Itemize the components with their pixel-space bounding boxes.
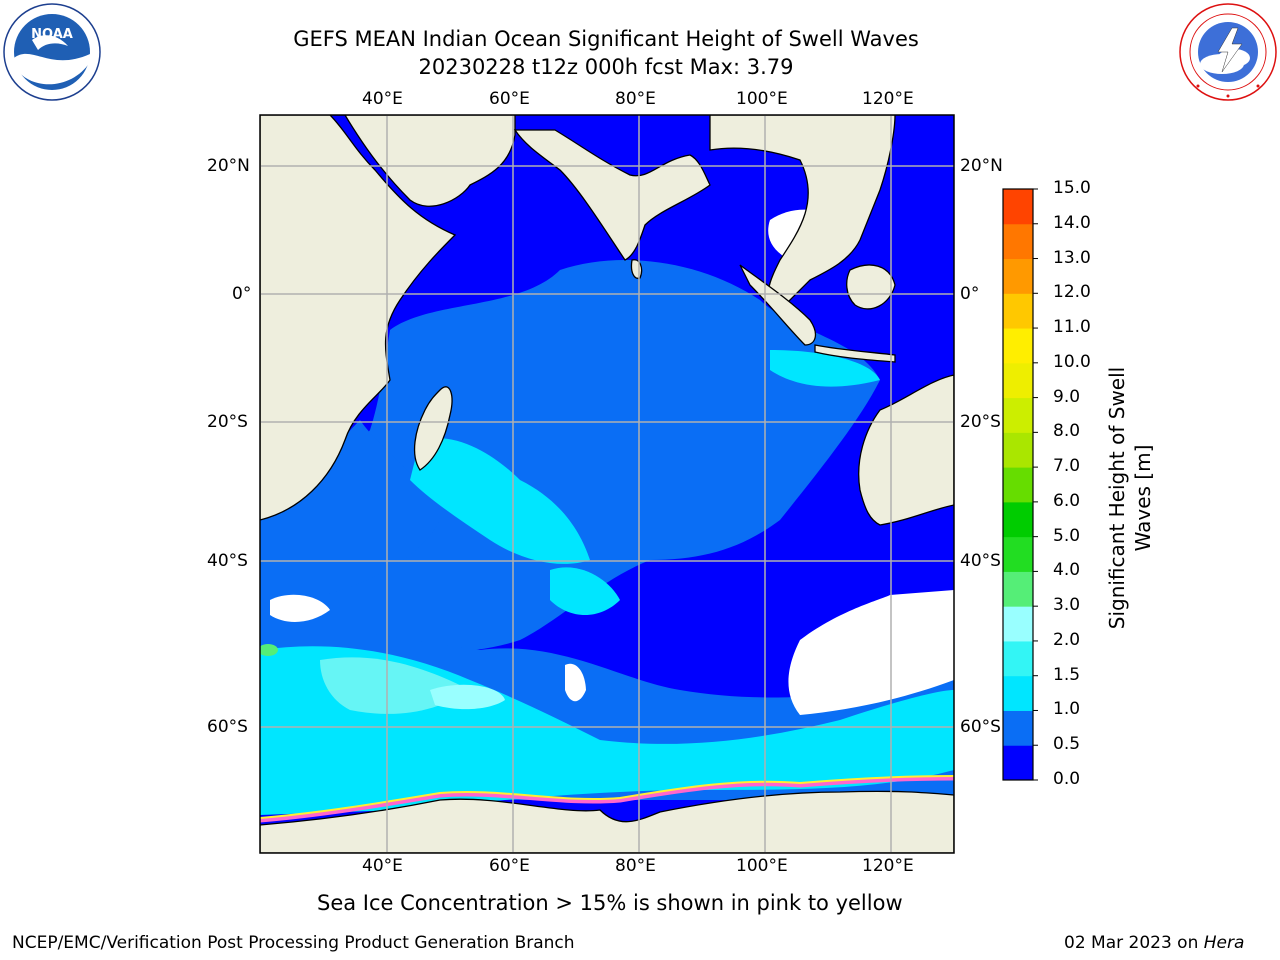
footer-date: 02 Mar 2023 on Hera: [1064, 933, 1244, 953]
bottom-tick-120e: 120°E: [862, 856, 914, 876]
colorbar-label: 4.0: [1053, 560, 1081, 581]
colorbar-segment: [1003, 501, 1033, 538]
bottom-tick-40e: 40°E: [362, 856, 403, 876]
colorbar-segment: [1003, 606, 1033, 642]
colorbar-segment: [1003, 675, 1033, 711]
colorbar: [1003, 188, 1038, 781]
colorbar-segment: [1003, 258, 1033, 294]
colorbar-label: 6.0: [1053, 490, 1081, 511]
madagascar-land: [413, 386, 453, 471]
colorbar-title: Significant Height of Swell Waves [m]: [1104, 358, 1156, 638]
top-tick-40e: 40°E: [362, 89, 403, 109]
right-tick-0: 0°: [960, 284, 980, 304]
swell-zone-1-0-mid: [550, 567, 620, 615]
swell-zone-1-0: [410, 438, 590, 564]
sri-lanka-land: [630, 259, 643, 279]
chart-title: GEFS MEAN Indian Ocean Significant Heigh…: [293, 27, 919, 51]
colorbar-label: 13.0: [1053, 247, 1091, 268]
top-tick-60e: 60°E: [489, 89, 530, 109]
sea-ice-edge-inner: [260, 775, 954, 819]
nws-logo: [1178, 2, 1278, 102]
colorbar-segment: [1003, 571, 1033, 607]
right-tick-20s: 20°S: [960, 412, 1001, 432]
chart-subtitle: 20230228 t12z 000h fcst Max: 3.79: [418, 55, 794, 79]
colorbar-label: 0.0: [1053, 769, 1081, 789]
colorbar-label: 1.0: [1053, 699, 1081, 720]
swell-zone-0-5: [260, 260, 880, 652]
colorbar-label: 1.5: [1053, 664, 1081, 685]
top-tick-100e: 100°E: [736, 89, 788, 109]
swell-zone-1-0-east: [770, 350, 880, 387]
footer-host: Hera: [1203, 933, 1245, 953]
svg-text:NOAA: NOAA: [31, 27, 73, 42]
top-tick-80e: 80°E: [615, 89, 656, 109]
bottom-tick-60e: 60°E: [489, 856, 530, 876]
no-data-kerguelen-patch: [565, 663, 586, 702]
colorbar-title-line1: Significant Height of Swell: [1105, 366, 1129, 630]
footer-date-text: 02 Mar 2023 on: [1064, 933, 1204, 953]
left-tick-20n: 20°N: [207, 156, 250, 176]
colorbar-segment: [1003, 397, 1033, 433]
bottom-tick-80e: 80°E: [615, 856, 656, 876]
colorbar-segment: [1003, 328, 1033, 364]
colorbar-segment: [1003, 189, 1033, 225]
borneo-land: [846, 264, 896, 310]
colorbar-segment: [1003, 745, 1033, 781]
colorbar-label: 7.0: [1053, 456, 1081, 477]
no-data-antarctic-shelf: [788, 590, 954, 715]
colorbar-segment: [1003, 223, 1033, 260]
right-tick-60s: 60°S: [960, 717, 1001, 737]
colorbar-segment: [1003, 467, 1033, 503]
sumatra-land: [739, 264, 817, 346]
colorbar-label: 3.0: [1053, 595, 1081, 616]
swell-zone-2-0: [430, 684, 505, 710]
colorbar-segment: [1003, 362, 1033, 399]
right-tick-40s: 40°S: [960, 551, 1001, 571]
colorbar-segment: [1003, 640, 1033, 677]
colorbar-label: 2.0: [1053, 629, 1081, 650]
colorbar-label: 11.0: [1053, 317, 1091, 338]
india-land: [513, 129, 711, 261]
colorbar-frame: [1002, 188, 1034, 781]
sea-ice-edge: [260, 775, 954, 823]
java-land: [814, 344, 896, 363]
colorbar-label: 12.0: [1053, 282, 1091, 303]
map-frame: [259, 114, 955, 854]
colorbar-title-line2: Waves [m]: [1131, 444, 1155, 552]
colorbar-label: 8.0: [1053, 421, 1081, 442]
colorbar-label: 0.5: [1053, 734, 1081, 755]
noaa-logo: NOAA: [2, 2, 102, 102]
swell-zone-1-5: [320, 657, 470, 714]
left-tick-60s: 60°S: [207, 717, 248, 737]
sea-ice-note: Sea Ice Concentration > 15% is shown in …: [317, 891, 903, 915]
colorbar-label: 5.0: [1053, 525, 1081, 546]
australia-land: [858, 374, 954, 526]
colorbar-segment: [1003, 536, 1033, 572]
colorbar-label: 14.0: [1053, 212, 1091, 233]
antarctica-land: [260, 790, 954, 853]
bottom-tick-100e: 100°E: [736, 856, 788, 876]
top-tick-120e: 120°E: [862, 89, 914, 109]
left-tick-40s: 40°S: [207, 551, 248, 571]
gridlines: [260, 115, 954, 853]
left-tick-0: 0°: [232, 284, 252, 304]
swell-zone-0-5-west: [260, 420, 440, 600]
colorbar-segment: [1003, 432, 1033, 468]
swell-zone-3-0: [260, 644, 278, 656]
footer-credit: NCEP/EMC/Verification Post Processing Pr…: [12, 933, 575, 953]
colorbar-segment: [1003, 293, 1033, 329]
colorbar-segment: [1003, 710, 1033, 746]
colorbar-label: 10.0: [1053, 351, 1091, 372]
no-data-west-patch: [270, 594, 330, 622]
colorbar-label: 15.0: [1053, 178, 1091, 198]
right-tick-20n: 20°N: [960, 156, 1003, 176]
colorbar-label: 9.0: [1053, 386, 1081, 407]
left-tick-20s: 20°S: [207, 412, 248, 432]
